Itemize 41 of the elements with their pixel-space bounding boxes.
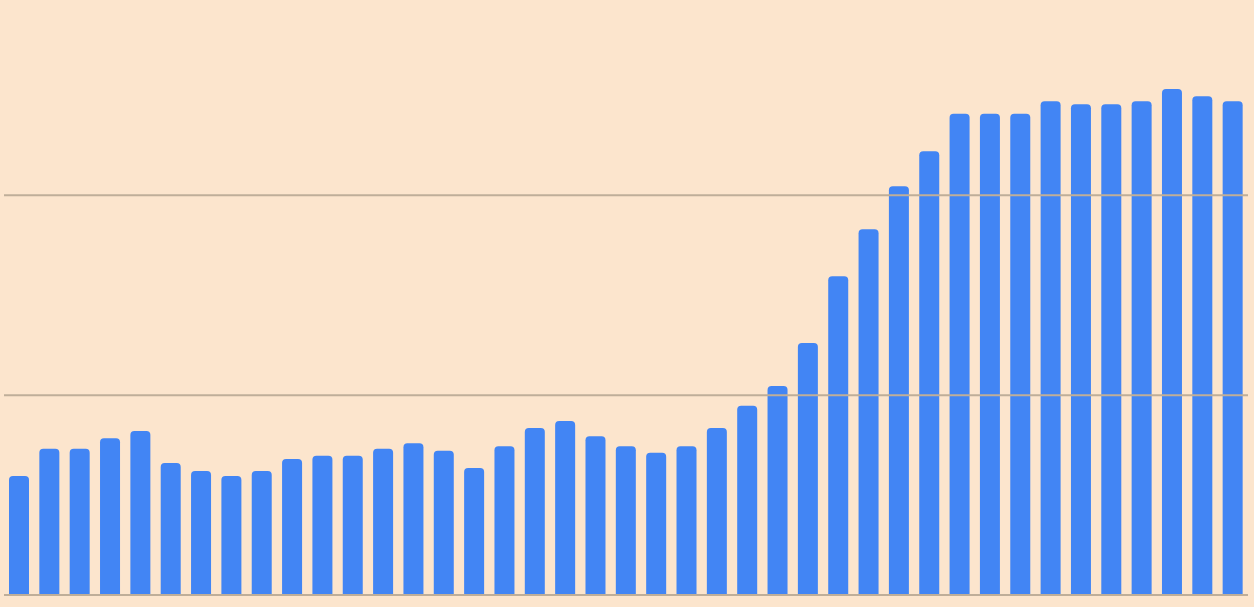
bar: [646, 452, 667, 595]
bar: [858, 229, 879, 595]
bar: [706, 428, 727, 595]
bar: [1192, 96, 1213, 595]
bar: [676, 446, 697, 595]
bar: [1222, 101, 1243, 595]
bar: [9, 476, 29, 595]
bar: [767, 386, 788, 595]
bar: [888, 186, 909, 595]
bar: [39, 448, 60, 595]
bar: [585, 436, 606, 595]
bar: [1010, 113, 1031, 595]
bar: [100, 438, 121, 595]
bar: [555, 420, 576, 595]
bar: [433, 450, 454, 595]
bar: [949, 113, 970, 595]
bar: [160, 462, 181, 595]
bar: [1040, 101, 1061, 595]
bar: [1161, 89, 1182, 595]
bar: [69, 448, 90, 595]
bar: [737, 405, 758, 595]
bar: [191, 471, 212, 595]
bar: [1101, 104, 1122, 595]
bar: [1070, 104, 1091, 595]
bar: [615, 446, 636, 595]
bar: [282, 458, 303, 595]
bar: [312, 455, 333, 595]
bar: [494, 446, 515, 595]
bar: [464, 468, 485, 595]
bar: [403, 443, 424, 595]
bar: [524, 428, 545, 595]
bar: [342, 455, 363, 595]
bar: [130, 431, 151, 595]
bar: [797, 343, 818, 595]
bar: [373, 448, 394, 595]
bar: [1131, 101, 1152, 595]
bar: [979, 113, 1000, 595]
bar: [828, 276, 849, 595]
bar: [919, 151, 940, 595]
bar: [221, 476, 242, 595]
bar: [251, 471, 272, 595]
